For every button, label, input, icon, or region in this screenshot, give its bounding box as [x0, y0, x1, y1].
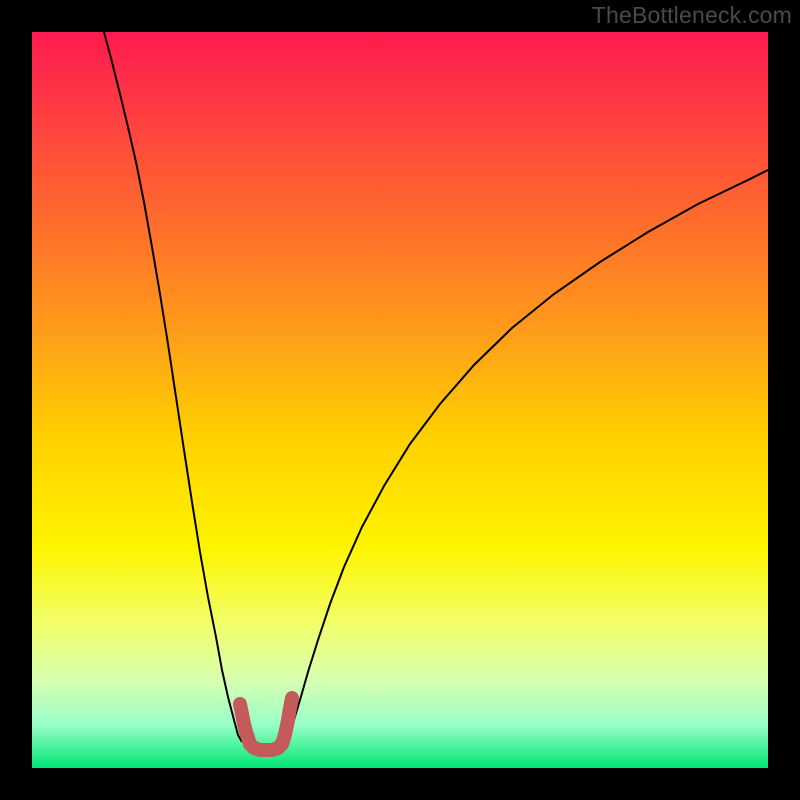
watermark-text: TheBottleneck.com: [592, 2, 792, 29]
chart-svg: [32, 32, 768, 768]
gradient-background: [32, 32, 768, 768]
plot-area: [32, 32, 768, 768]
